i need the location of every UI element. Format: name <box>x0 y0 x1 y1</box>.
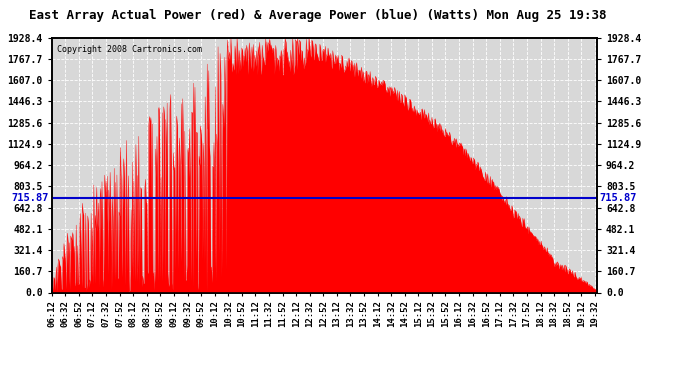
Text: East Array Actual Power (red) & Average Power (blue) (Watts) Mon Aug 25 19:38: East Array Actual Power (red) & Average … <box>29 9 606 22</box>
Text: 715.87: 715.87 <box>12 193 49 203</box>
Text: Copyright 2008 Cartronics.com: Copyright 2008 Cartronics.com <box>57 45 202 54</box>
Text: 715.87: 715.87 <box>600 193 637 203</box>
